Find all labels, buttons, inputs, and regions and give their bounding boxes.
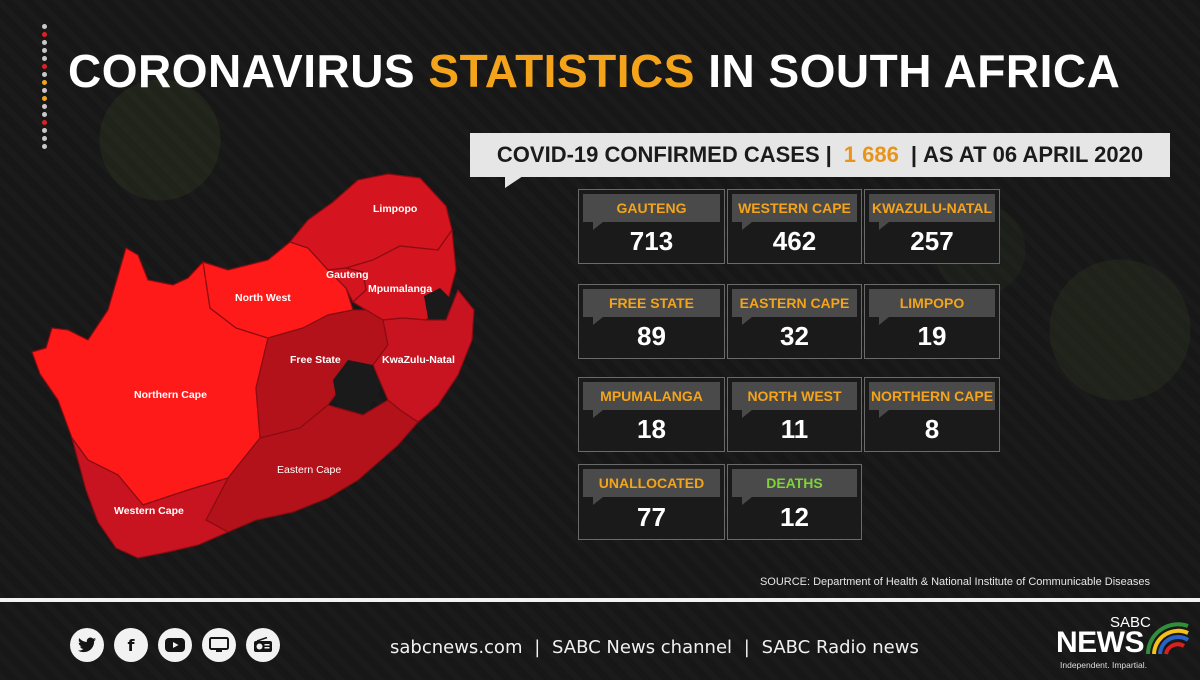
twitter-icon[interactable] — [70, 628, 104, 662]
footer-link-website[interactable]: sabcnews.com — [390, 637, 523, 658]
page-title: CORONAVIRUS STATISTICS IN SOUTH AFRICA — [68, 44, 1188, 98]
map-label-north-west: North West — [235, 292, 291, 304]
footer-link-tv[interactable]: SABC News channel — [552, 637, 733, 658]
region-western-cape — [71, 437, 230, 559]
confirmed-cases-banner: COVID-19 CONFIRMED CASES | 1 686 | AS AT… — [470, 133, 1170, 177]
stat-label: MPUMALANGA — [583, 382, 720, 410]
stat-card-mpumalanga: MPUMALANGA 18 — [578, 377, 725, 452]
region-north-west — [202, 241, 354, 339]
stat-card-free-state: FREE STATE 89 — [578, 284, 725, 359]
decorative-dots — [40, 24, 48, 152]
stat-card-northern-cape: NORTHERN CAPE 8 — [864, 377, 1000, 452]
stat-label: KWAZULU-NATAL — [869, 194, 995, 222]
stat-label: GAUTENG — [583, 194, 720, 222]
stat-label: LIMPOPO — [869, 289, 995, 317]
banner-prefix: COVID-19 CONFIRMED CASES — [496, 142, 820, 167]
map-label-western-cape: Western Cape — [114, 505, 184, 517]
stat-value: 18 — [637, 414, 666, 444]
logo-sabc-text: SABC — [1110, 614, 1151, 631]
footer-separator: | — [534, 637, 541, 658]
stat-card-north-west: NORTH WEST 11 — [727, 377, 862, 452]
map-label-kwazulu-natal: KwaZulu-Natal — [382, 354, 455, 366]
stat-value: 11 — [780, 414, 809, 444]
facebook-icon[interactable]: f — [114, 628, 148, 662]
stat-card-western-cape: WESTERN CAPE 462 — [727, 189, 862, 264]
stat-value: 77 — [637, 502, 666, 532]
stat-label: FREE STATE — [583, 289, 720, 317]
banner-total: 1 686 — [843, 142, 899, 167]
map-label-eastern-cape: Eastern Cape — [277, 464, 341, 476]
title-highlight: STATISTICS — [428, 45, 695, 97]
logo-news-text: NEWS — [1056, 626, 1145, 659]
stat-card-unallocated: UNALLOCATED 77 — [578, 464, 725, 540]
stat-value: 32 — [780, 321, 809, 351]
region-kwazulu-natal — [372, 288, 475, 423]
footer-separator: | — [743, 637, 750, 658]
lesotho-gap — [333, 360, 380, 415]
sabc-news-logo: SABC NEWS Independent. Impartial. — [1052, 612, 1192, 672]
footer-link-radio[interactable]: SABC Radio news — [761, 637, 919, 658]
source-note: SOURCE: Department of Health & National … — [759, 576, 1150, 588]
stat-value: 257 — [910, 226, 954, 256]
stat-value: 713 — [629, 226, 674, 256]
stat-value: 19 — [917, 321, 947, 351]
stat-value: 12 — [780, 502, 809, 532]
map-label-free-state: Free State — [290, 354, 341, 366]
title-part1: CORONAVIRUS — [68, 45, 416, 97]
stat-label: WESTERN CAPE — [732, 194, 857, 222]
stat-label: UNALLOCATED — [583, 469, 720, 497]
stat-label: EASTERN CAPE — [732, 289, 857, 317]
stat-label: NORTHERN CAPE — [869, 382, 995, 410]
map-label-gauteng: Gauteng — [326, 269, 369, 281]
stat-card-gauteng: GAUTENG 713 — [578, 189, 725, 264]
sabc-logo-arcs — [1146, 622, 1190, 655]
eswatini-gap — [424, 288, 452, 320]
tv-icon[interactable] — [202, 628, 236, 662]
radio-icon[interactable] — [246, 628, 280, 662]
stat-card-deaths: DEATHS 12 — [727, 464, 862, 540]
stat-label: NORTH WEST — [732, 382, 857, 410]
stat-value: 462 — [772, 226, 817, 256]
youtube-icon[interactable] — [158, 628, 192, 662]
stat-value: 8 — [924, 414, 940, 444]
map-label-mpumalanga: Mpumalanga — [368, 283, 432, 295]
map-label-northern-cape: Northern Cape — [134, 389, 207, 401]
south-africa-map: Limpopo Gauteng Mpumalanga North West Fr… — [31, 173, 475, 559]
logo-tagline: Independent. Impartial. — [1060, 660, 1147, 670]
social-icons: f — [70, 628, 280, 662]
footer-links: sabcnews.com | SABC News channel | SABC … — [390, 637, 919, 658]
footer-divider — [0, 598, 1200, 602]
banner-separator: | — [825, 142, 832, 167]
stat-card-eastern-cape: EASTERN CAPE 32 — [727, 284, 862, 359]
stat-value: 89 — [637, 321, 666, 351]
title-part2: IN SOUTH AFRICA — [708, 45, 1121, 97]
stat-card-limpopo: LIMPOPO 19 — [864, 284, 1000, 359]
stat-label: DEATHS — [732, 469, 857, 497]
banner-date: AS AT 06 APRIL 2020 — [923, 142, 1144, 167]
map-label-limpopo: Limpopo — [373, 203, 417, 215]
stat-card-kwazulu-natal: KWAZULU-NATAL 257 — [864, 189, 1000, 264]
banner-separator: | — [910, 142, 917, 167]
